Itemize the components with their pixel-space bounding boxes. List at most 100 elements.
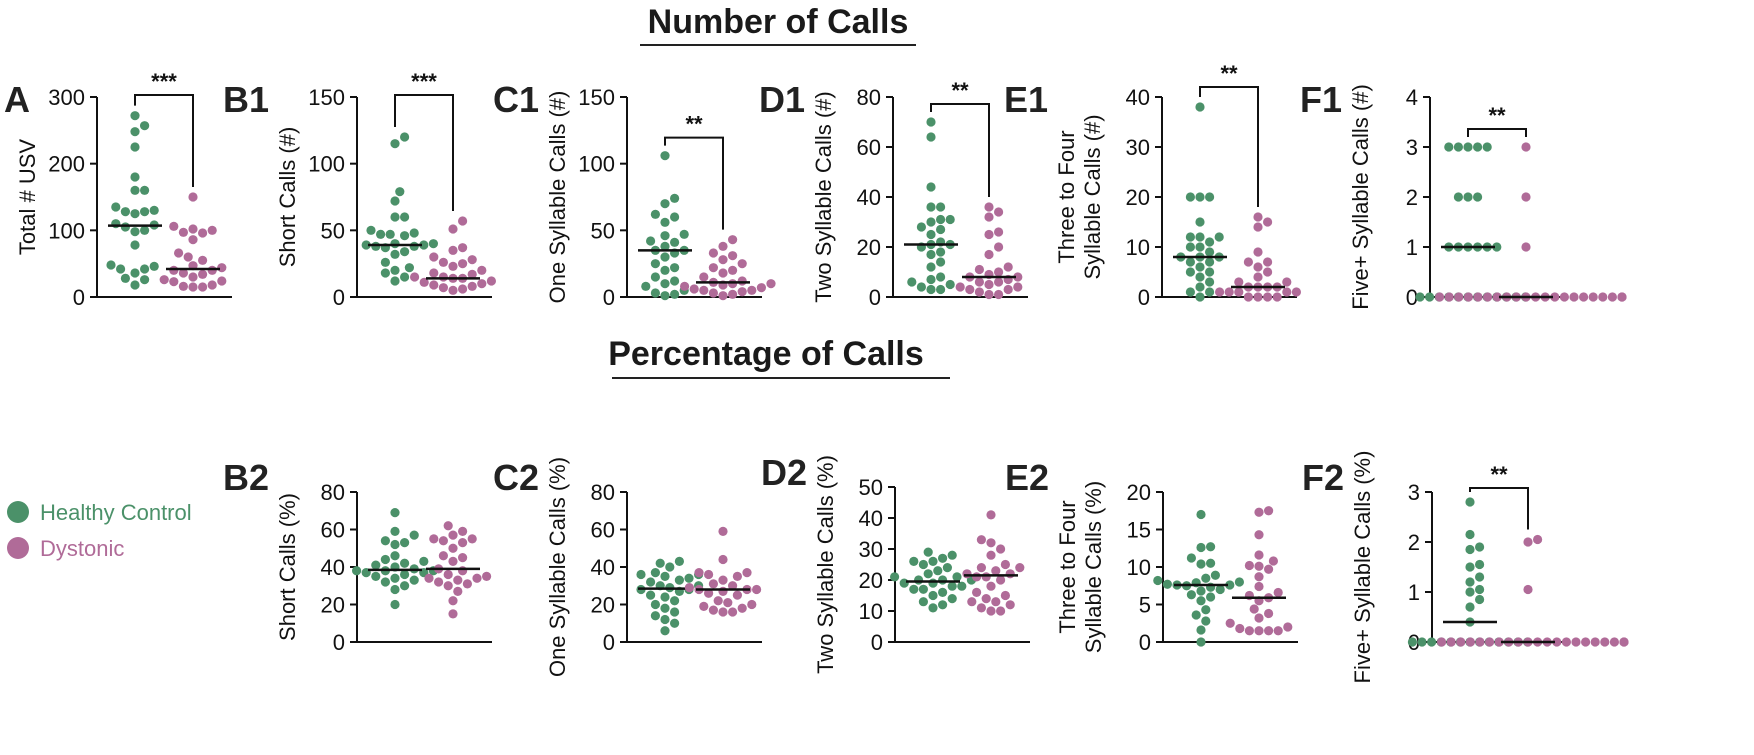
healthy-point <box>361 240 371 250</box>
y-tick-label: 300 <box>48 85 85 110</box>
significance-label: ** <box>1490 462 1508 487</box>
healthy-point <box>1196 637 1206 647</box>
legend-dystonic-marker <box>7 537 29 559</box>
dystonic-point <box>984 212 994 222</box>
healthy-point <box>660 592 670 602</box>
healthy-point <box>385 229 395 239</box>
dystonic-point <box>1463 292 1473 302</box>
healthy-point <box>130 240 140 250</box>
y-tick-label: 0 <box>869 285 881 310</box>
healthy-point <box>1185 242 1195 252</box>
healthy-point <box>1225 580 1235 590</box>
dystonic-point <box>477 265 487 275</box>
legend: Healthy Control Dystonic <box>7 500 192 561</box>
significance-bracket <box>664 136 724 230</box>
dystonic-point <box>718 241 728 251</box>
dystonic-point <box>1273 626 1283 636</box>
dystonic-point <box>1569 292 1579 302</box>
dystonic-point <box>1272 292 1282 302</box>
panel-b1: 0 50 100 150 Short Calls (#)B1 *** <box>223 69 496 310</box>
dystonic-point <box>1254 581 1264 592</box>
y-tick-label: 0 <box>73 285 85 310</box>
dystonic-point <box>1273 587 1283 598</box>
healthy-point <box>670 237 680 247</box>
dystonic-point <box>458 553 468 563</box>
healthy-point <box>926 117 936 127</box>
healthy-point <box>352 566 362 576</box>
panel-f1: 0 1 2 3 4 Five+ Syllable Calls (#)F1 ** <box>1300 79 1627 310</box>
dystonic-point <box>1243 257 1253 267</box>
dystonic-point <box>198 269 208 279</box>
healthy-point <box>390 276 400 286</box>
dystonic-point <box>967 597 977 607</box>
healthy-point <box>1465 529 1475 540</box>
y-tick-label: 100 <box>48 218 85 243</box>
significance-bracket <box>134 94 194 187</box>
dystonic-point <box>448 556 458 566</box>
dystonic-point <box>728 279 738 289</box>
healthy-point <box>1195 262 1205 272</box>
dystonic-point <box>174 248 184 258</box>
healthy-point <box>1196 559 1206 569</box>
dystonic-point <box>198 255 208 265</box>
healthy-point <box>916 282 927 292</box>
healthy-point <box>390 212 400 222</box>
dystonic-point <box>448 596 458 606</box>
dystonic-point <box>458 259 468 269</box>
y-tick-label: 100 <box>308 152 345 177</box>
dystonic-point <box>1264 626 1274 636</box>
y-tick-label: 20 <box>857 235 881 260</box>
dystonic-point <box>217 276 227 286</box>
healthy-point <box>936 202 946 212</box>
dystonic-point <box>188 224 198 234</box>
healthy-point <box>952 572 962 582</box>
healthy-point <box>660 279 670 289</box>
dystonic-point <box>991 597 1001 607</box>
dystonic-point <box>1254 530 1264 540</box>
dystonic-point <box>1013 272 1023 282</box>
healthy-point <box>1465 544 1475 555</box>
dystonic-point <box>699 285 709 295</box>
y-tick-label: 3 <box>1406 135 1418 160</box>
panel-a: 0 100 200 300 Total # USV A *** <box>4 69 232 310</box>
dystonic-point <box>429 252 439 262</box>
y-axis-label: Two Syllable Calls (#) <box>811 91 836 303</box>
y-tick-label: 0 <box>1138 285 1150 310</box>
dystonic-point <box>1590 637 1600 647</box>
y-tick-label: 0 <box>333 630 345 655</box>
dystonic-point <box>453 575 463 585</box>
healthy-point <box>936 224 946 235</box>
y-tick-label: 0 <box>1406 285 1418 310</box>
healthy-point <box>390 196 400 206</box>
panel-letter: C1 <box>493 79 539 120</box>
dystonic-point <box>972 587 982 598</box>
dystonic-point <box>680 281 690 291</box>
dystonic-point <box>458 284 468 294</box>
healthy-point <box>380 257 390 267</box>
dystonic-point <box>1000 559 1011 570</box>
dystonic-point <box>756 283 767 293</box>
healthy-point <box>1195 232 1205 242</box>
dystonic-point <box>974 277 985 287</box>
healthy-point <box>1205 257 1215 267</box>
dystonic-point <box>972 572 982 582</box>
dystonic-point <box>996 606 1006 616</box>
y-axis-label: Five+ Syllable Calls (%) <box>1350 451 1375 684</box>
dystonic-point <box>438 257 448 267</box>
dystonic-point <box>1005 569 1015 579</box>
healthy-point <box>1425 292 1435 302</box>
healthy-point <box>1475 559 1485 570</box>
healthy-point <box>419 240 429 250</box>
healthy-point <box>409 241 419 251</box>
dystonic-point <box>984 289 994 300</box>
healthy-point <box>130 185 140 195</box>
dystonic-point <box>1552 637 1562 647</box>
healthy-point <box>923 547 933 557</box>
dystonic-point <box>438 551 448 561</box>
healthy-point <box>1465 497 1475 507</box>
dystonic-point <box>1254 561 1264 571</box>
panel-letter: D2 <box>761 452 807 493</box>
healthy-point <box>926 217 936 227</box>
healthy-point <box>928 590 938 601</box>
